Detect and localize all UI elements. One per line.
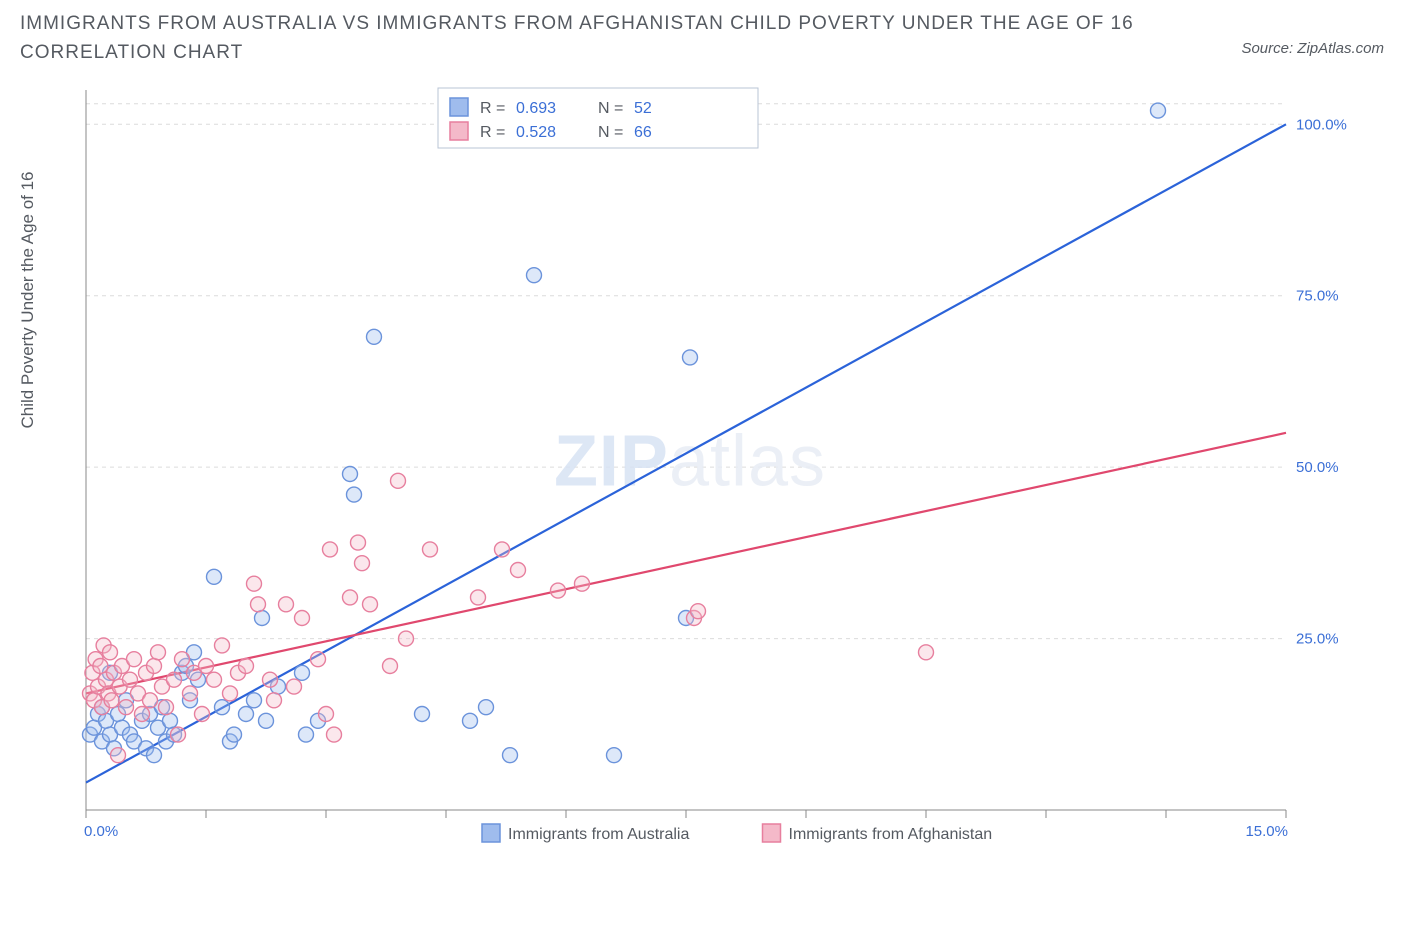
- data-point-afghanistan: [551, 583, 566, 598]
- data-point-afghanistan: [287, 679, 302, 694]
- data-point-australia: [147, 748, 162, 763]
- data-point-australia: [207, 569, 222, 584]
- data-point-afghanistan: [355, 556, 370, 571]
- data-point-afghanistan: [123, 672, 138, 687]
- chart-svg: 25.0% 50.0% 75.0% 100.0% 0.0% 15.0% ZIPatlas R …: [66, 80, 1366, 860]
- data-point-afghanistan: [423, 542, 438, 557]
- data-point-afghanistan: [495, 542, 510, 557]
- y-axis-label: Child Poverty Under the Age of 16: [18, 90, 38, 510]
- data-point-australia: [247, 693, 262, 708]
- data-point-afghanistan: [363, 597, 378, 612]
- data-point-afghanistan: [319, 707, 334, 722]
- data-point-australia: [347, 487, 362, 502]
- data-point-afghanistan: [247, 576, 262, 591]
- data-point-afghanistan: [239, 659, 254, 674]
- data-point-afghanistan: [267, 693, 282, 708]
- data-point-afghanistan: [167, 672, 182, 687]
- data-point-australia: [259, 713, 274, 728]
- data-point-australia: [479, 700, 494, 715]
- data-point-afghanistan: [575, 576, 590, 591]
- legend-n-label: N =: [598, 100, 623, 117]
- data-point-afghanistan: [147, 659, 162, 674]
- data-point-afghanistan: [93, 659, 108, 674]
- data-point-australia: [1151, 103, 1166, 118]
- data-point-australia: [343, 467, 358, 482]
- data-point-australia: [463, 713, 478, 728]
- legend-n-label: N =: [598, 124, 623, 141]
- data-point-australia: [367, 329, 382, 344]
- source-label: Source: ZipAtlas.com: [1241, 40, 1384, 57]
- y-tick-label: 75.0%: [1296, 288, 1339, 305]
- data-point-afghanistan: [351, 535, 366, 550]
- bottom-label-afghanistan: Immigrants from Afghanistan: [789, 826, 993, 843]
- bottom-legend: Immigrants from Australia Immigrants from…: [482, 824, 992, 843]
- data-point-afghanistan: [111, 748, 126, 763]
- legend-r-label: R =: [480, 124, 505, 141]
- x-tick-label: 15.0%: [1245, 823, 1288, 840]
- data-point-afghanistan: [207, 672, 222, 687]
- data-point-afghanistan: [104, 693, 119, 708]
- data-point-afghanistan: [471, 590, 486, 605]
- y-tick-label: 25.0%: [1296, 631, 1339, 648]
- data-point-afghanistan: [119, 700, 134, 715]
- data-point-afghanistan: [199, 659, 214, 674]
- bottom-swatch-australia: [482, 824, 500, 842]
- legend-swatch-australia: [450, 98, 468, 116]
- data-point-afghanistan: [151, 645, 166, 660]
- data-point-afghanistan: [175, 652, 190, 667]
- data-point-afghanistan: [327, 727, 342, 742]
- legend-r-label: R =: [480, 100, 505, 117]
- legend-r-value: 0.693: [516, 100, 556, 117]
- bottom-swatch-afghanistan: [763, 824, 781, 842]
- data-point-afghanistan: [171, 727, 186, 742]
- data-point-afghanistan: [383, 659, 398, 674]
- y-tick-label: 50.0%: [1296, 459, 1339, 476]
- data-point-australia: [215, 700, 230, 715]
- data-point-australia: [607, 748, 622, 763]
- data-point-afghanistan: [323, 542, 338, 557]
- legend-r-value: 0.528: [516, 124, 556, 141]
- data-point-afghanistan: [103, 645, 118, 660]
- data-point-australia: [227, 727, 242, 742]
- data-point-afghanistan: [251, 597, 266, 612]
- data-point-afghanistan: [919, 645, 934, 660]
- data-point-afghanistan: [183, 686, 198, 701]
- data-point-australia: [239, 707, 254, 722]
- data-point-afghanistan: [391, 473, 406, 488]
- data-point-australia: [503, 748, 518, 763]
- data-point-afghanistan: [691, 604, 706, 619]
- y-tick-label: 100.0%: [1296, 116, 1347, 133]
- data-point-afghanistan: [311, 652, 326, 667]
- data-point-australia: [527, 268, 542, 283]
- data-point-afghanistan: [223, 686, 238, 701]
- data-point-australia: [163, 713, 178, 728]
- data-point-afghanistan: [135, 707, 150, 722]
- data-point-afghanistan: [143, 693, 158, 708]
- data-point-afghanistan: [195, 707, 210, 722]
- data-point-australia: [299, 727, 314, 742]
- watermark: ZIPatlas: [554, 422, 826, 502]
- data-point-afghanistan: [511, 563, 526, 578]
- data-point-australia: [255, 611, 270, 626]
- data-point-afghanistan: [295, 611, 310, 626]
- data-point-australia: [295, 665, 310, 680]
- data-point-afghanistan: [343, 590, 358, 605]
- data-point-australia: [415, 707, 430, 722]
- data-point-australia: [683, 350, 698, 365]
- legend-n-value: 66: [634, 124, 652, 141]
- bottom-label-australia: Immigrants from Australia: [508, 826, 689, 843]
- chart-plot: 25.0% 50.0% 75.0% 100.0% 0.0% 15.0% ZIPatlas R …: [66, 80, 1366, 860]
- data-point-afghanistan: [279, 597, 294, 612]
- data-point-afghanistan: [159, 700, 174, 715]
- data-point-afghanistan: [399, 631, 414, 646]
- data-point-afghanistan: [215, 638, 230, 653]
- chart-title: IMMIGRANTS FROM AUSTRALIA VS IMMIGRANTS …: [20, 10, 1286, 67]
- data-point-afghanistan: [127, 652, 142, 667]
- legend-swatch-afghanistan: [450, 122, 468, 140]
- x-tick-label: 0.0%: [84, 823, 118, 840]
- legend-n-value: 52: [634, 100, 652, 117]
- data-point-afghanistan: [263, 672, 278, 687]
